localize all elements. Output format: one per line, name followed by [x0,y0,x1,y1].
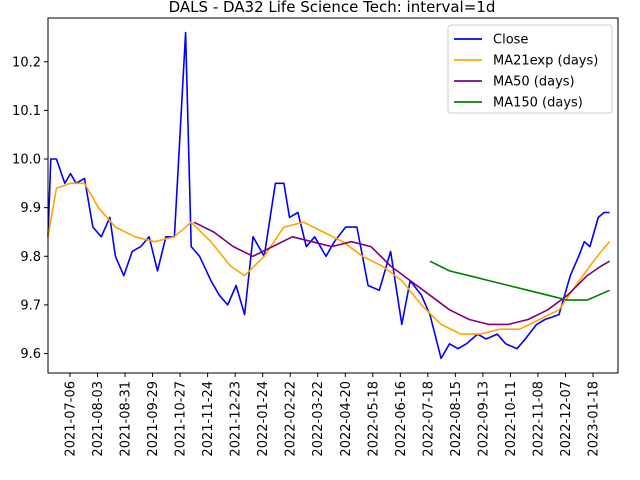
plot-frame [47,17,619,374]
x-tick-label: 2022-09-13 [476,381,491,457]
y-tick-label: 9.7 [20,298,41,313]
x-tick-label: 2021-08-03 [91,381,106,457]
x-tick-label: 2022-02-22 [284,381,299,457]
y-tick-label: 10.2 [12,55,41,70]
series-layer [47,31,611,360]
y-tick-label: 10.1 [12,104,41,119]
x-tick-label: 2022-04-20 [339,381,354,457]
y-tick-label: 9.8 [20,250,41,265]
series-line-ma50-days [193,221,610,326]
y-tick-label: 9.6 [20,347,41,362]
legend-box [447,24,613,114]
x-tick-label: 2021-11-24 [201,381,216,457]
y-tick-label: 9.9 [20,201,41,216]
y-axis: 9.6 9.7 9.8 9.9 10.0 10.1 10.2 [12,55,48,362]
x-tick-label: 2021-07-06 [64,381,79,457]
x-tick-label: 2022-11-08 [531,381,546,457]
legend: Close MA21exp (days) MA50 (days) MA150 (day… [447,24,613,114]
x-tick-label: 2022-01-24 [256,381,271,457]
series-line-close [47,31,610,360]
y-tick-label: 10.0 [12,153,41,168]
x-tick-label: 2022-06-16 [394,381,409,457]
x-tick-label: 2022-03-22 [311,381,326,457]
series-line-ma21exp-days [47,182,611,335]
x-tick-label: 2022-05-18 [366,381,381,457]
legend-label: MA21exp (days) [493,54,598,69]
x-tick-label: 2022-08-15 [449,381,464,457]
x-tick-label: 2021-10-27 [174,381,189,457]
x-axis: 2021-07-06 2021-08-03 2021-08-31 2021-09-29… [64,373,602,457]
chart-title: DALS - DA32 Life Science Tech: interval=… [169,0,496,16]
x-tick-label: 2022-12-07 [559,381,574,457]
legend-label: MA150 (days) [493,96,583,111]
series-line-ma150-days [429,260,610,301]
x-tick-label: 2022-10-11 [504,381,519,457]
legend-label: MA50 (days) [493,75,575,90]
x-tick-label: 2021-12-23 [229,381,244,457]
x-tick-label: 2023-01-18 [587,381,602,457]
x-tick-label: 2021-09-29 [146,381,161,457]
x-tick-label: 2022-07-18 [421,381,436,457]
x-tick-label: 2021-08-31 [119,381,134,457]
legend-label: Close [493,33,528,48]
